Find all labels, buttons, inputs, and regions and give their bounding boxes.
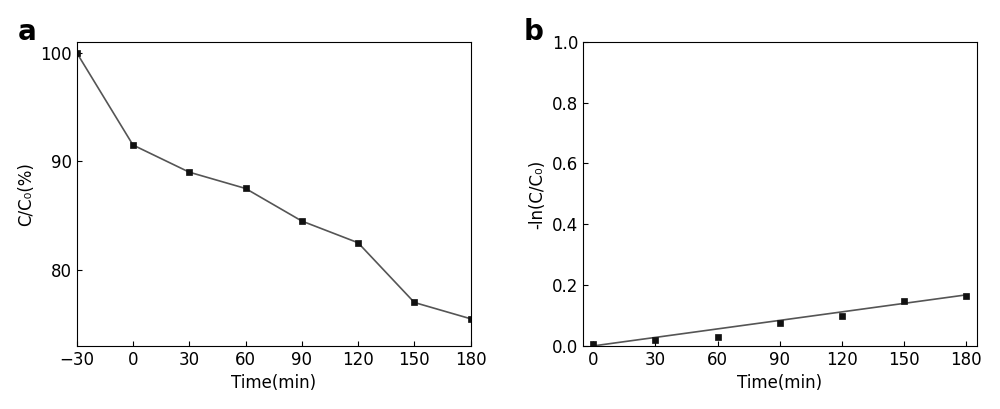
Y-axis label: C/C₀(%): C/C₀(%) [17,162,35,226]
Y-axis label: -ln(C/C₀): -ln(C/C₀) [528,159,546,229]
Text: b: b [524,18,544,45]
X-axis label: Time(min): Time(min) [737,374,822,392]
X-axis label: Time(min): Time(min) [231,374,316,392]
Text: a: a [18,18,36,45]
